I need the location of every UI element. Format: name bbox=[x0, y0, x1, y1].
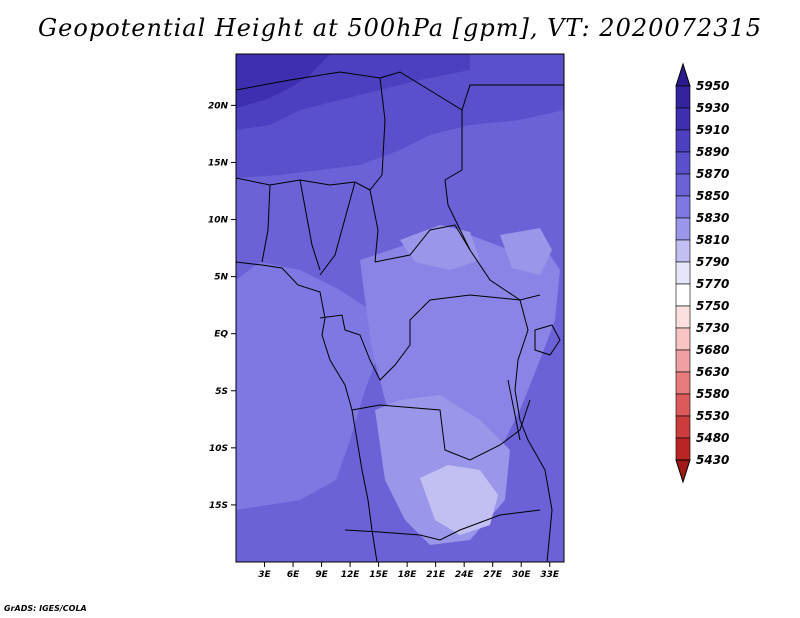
colorbar-cell bbox=[675, 261, 691, 285]
colorbar-cell bbox=[675, 305, 691, 329]
colorbar-cell bbox=[675, 85, 691, 109]
colorbar-label: 5750 bbox=[696, 299, 729, 313]
border-drc-south bbox=[351, 399, 531, 461]
border-congo bbox=[319, 294, 521, 381]
x-tick-label: 30E bbox=[512, 570, 532, 580]
region-5830-north bbox=[400, 225, 480, 270]
colorbar-label: 5850 bbox=[696, 189, 729, 203]
x-tick-label: 21E bbox=[426, 570, 446, 580]
colorbar-cell bbox=[675, 327, 691, 351]
border-car bbox=[374, 224, 541, 301]
colorbar-cell bbox=[675, 195, 691, 219]
border-nigeria bbox=[261, 179, 356, 276]
colorbar-label: 5950 bbox=[696, 79, 729, 93]
y-tick-label: 5N bbox=[214, 273, 228, 283]
x-tick-label: 24E bbox=[455, 570, 475, 580]
colorbar-cell bbox=[675, 415, 691, 439]
colorbar-cell bbox=[675, 173, 691, 197]
x-tick-label: 6E bbox=[287, 570, 300, 580]
x-tick-label: 27E bbox=[483, 570, 503, 580]
y-tick-label: 15S bbox=[209, 501, 228, 511]
colorbar-cell bbox=[675, 239, 691, 263]
y-tick-label: 10S bbox=[209, 444, 228, 454]
y-axis-ticks: 20N 15N 10N 5N EQ 5S 10S 15S bbox=[208, 101, 236, 511]
colorbar-label: 5830 bbox=[696, 211, 729, 225]
border-sahel bbox=[236, 177, 371, 191]
colorbar-label: 5870 bbox=[696, 167, 729, 181]
colorbar-cell bbox=[675, 393, 691, 417]
colorbar-label: 5930 bbox=[696, 101, 729, 115]
credit-text: GrADS: IGES/COLA bbox=[4, 604, 87, 613]
colorbar-cell bbox=[675, 129, 691, 153]
border-angola bbox=[344, 509, 541, 541]
colorbar-label: 5630 bbox=[696, 365, 729, 379]
colorbar-cell bbox=[675, 371, 691, 395]
colorbar-cell bbox=[675, 283, 691, 307]
colorbar-label: 5770 bbox=[696, 277, 729, 291]
x-tick-label: 9E bbox=[315, 570, 328, 580]
colorbar-label: 5730 bbox=[696, 321, 729, 335]
y-tick-label: 15N bbox=[208, 158, 229, 168]
y-tick-label: 5S bbox=[215, 387, 228, 397]
x-tick-label: 15E bbox=[369, 570, 389, 580]
colorbar-label: 5810 bbox=[696, 233, 729, 247]
colorbar-label: 5680 bbox=[696, 343, 729, 357]
colorbar-label: 5890 bbox=[696, 145, 729, 159]
colorbar-labels: 5950 5930 5910 5890 5870 5850 5830 5810 5790 5770… bbox=[696, 79, 729, 467]
colorbar-cell bbox=[675, 217, 691, 241]
colorbar-label: 5580 bbox=[696, 387, 729, 401]
plot-title: Geopotential Height at 500hPa [gpm], VT:… bbox=[38, 14, 762, 42]
colorbar-cell bbox=[675, 151, 691, 175]
lake-tanganyika bbox=[507, 379, 521, 441]
borders bbox=[236, 71, 564, 562]
y-tick-label: EQ bbox=[214, 330, 228, 340]
x-tick-label: 12E bbox=[341, 570, 361, 580]
colorbar-label: 5430 bbox=[696, 453, 729, 467]
lake-victoria bbox=[534, 324, 561, 356]
border-sudan bbox=[444, 84, 564, 251]
colorbar-label: 5480 bbox=[696, 431, 729, 445]
colorbar-cell bbox=[675, 349, 691, 373]
x-tick-label: 33E bbox=[540, 570, 560, 580]
border-chad bbox=[369, 77, 386, 263]
colorbar-label: 5790 bbox=[696, 255, 729, 269]
colorbar-bottom-arrow bbox=[675, 459, 691, 484]
y-tick-label: 20N bbox=[208, 101, 229, 111]
colorbar-cells bbox=[675, 62, 691, 484]
coastline-west bbox=[236, 261, 378, 562]
border-east bbox=[514, 299, 553, 562]
x-tick-label: 18E bbox=[398, 570, 418, 580]
colorbar-top-arrow bbox=[675, 62, 691, 87]
colorbar-cell bbox=[675, 107, 691, 131]
x-tick-label: 3E bbox=[258, 570, 271, 580]
colorbar-label: 5530 bbox=[696, 409, 729, 423]
map-frame bbox=[235, 53, 565, 563]
x-axis-ticks: 3E 6E 9E 12E 15E 18E 21E 24E 27E 30E 33E bbox=[258, 562, 560, 580]
region-5830-ne bbox=[500, 228, 552, 275]
region-5810 bbox=[420, 465, 498, 535]
colorbar-cell bbox=[675, 437, 691, 461]
colorbar-label: 5910 bbox=[696, 123, 729, 137]
y-tick-label: 10N bbox=[208, 216, 229, 226]
